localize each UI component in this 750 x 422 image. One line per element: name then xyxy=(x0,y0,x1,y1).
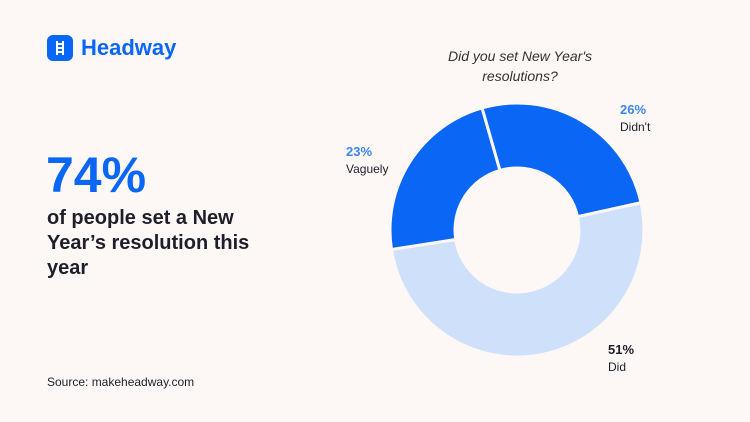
slice-percent: 23% xyxy=(346,144,373,159)
slice-label-didnt: 26% Didn't xyxy=(620,102,650,134)
source-note: Source: makeheadway.com xyxy=(47,375,195,389)
slice-percent: 51% xyxy=(608,342,635,357)
chart-title: Did you set New Year's resolutions? xyxy=(447,48,593,84)
slice-name: Did xyxy=(608,360,627,374)
slice-percent: 26% xyxy=(620,102,647,117)
headline-text: of people set a New Year’s resolution th… xyxy=(47,207,250,279)
donut-slice-didnt xyxy=(480,101,643,219)
slice-name: Didn't xyxy=(620,120,651,134)
headline-value: 74% xyxy=(46,147,147,203)
slice-name: Vaguely xyxy=(346,162,389,176)
slice-label-vaguely: 23% Vaguely xyxy=(346,144,388,176)
brand-name: Headway xyxy=(81,35,177,60)
brand-logo: Headway xyxy=(47,35,176,61)
donut-slice-did xyxy=(389,201,646,359)
slice-label-did: 51% Did xyxy=(608,342,634,374)
ladder-icon xyxy=(47,35,73,61)
donut-slice-vaguely xyxy=(388,106,502,251)
